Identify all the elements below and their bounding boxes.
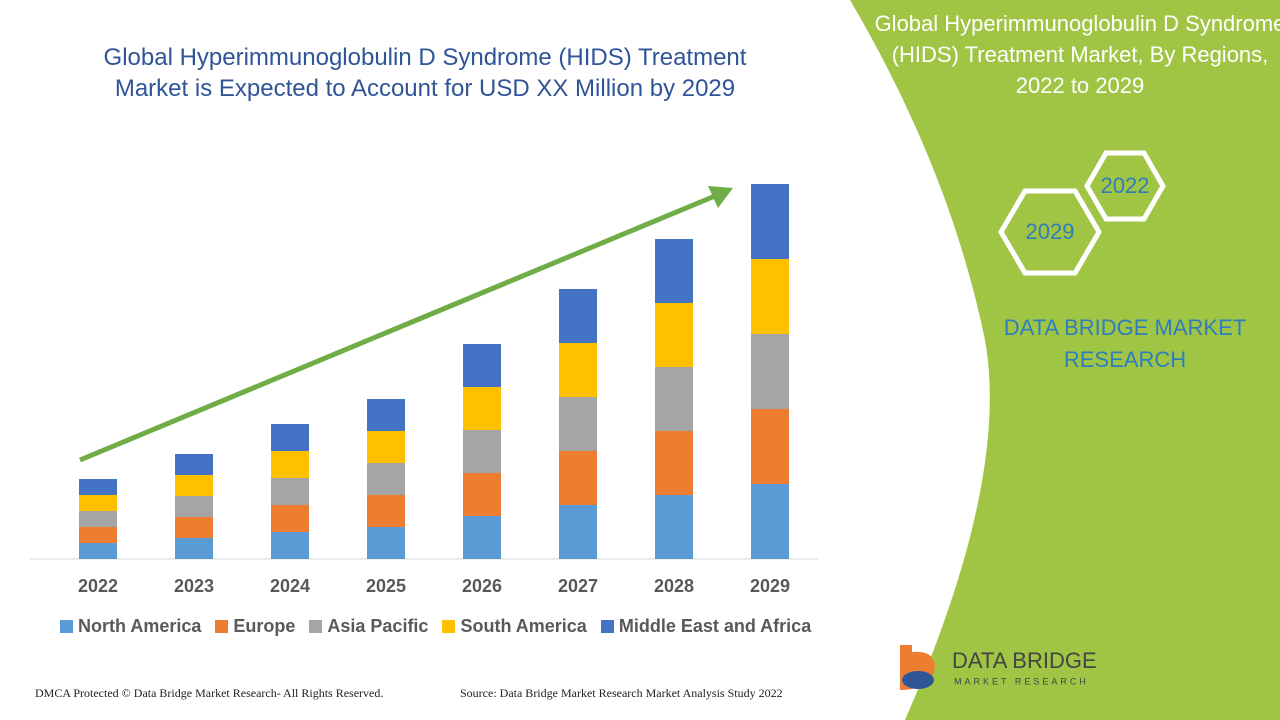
bar-segment	[559, 289, 597, 343]
bar-segment	[271, 451, 309, 478]
footer-dmca: DMCA Protected © Data Bridge Market Rese…	[35, 686, 384, 700]
x-tick-label: 2025	[366, 576, 406, 596]
legend-item: North America	[60, 616, 201, 637]
logo-tagline: MARKET RESEARCH	[954, 676, 1089, 686]
legend-label: Middle East and Africa	[618, 616, 812, 636]
bar-segment	[367, 527, 405, 559]
bar-segment	[79, 495, 117, 511]
bar-segment	[175, 475, 213, 496]
hexagon	[998, 188, 1102, 276]
legend-label: North America	[78, 616, 202, 636]
bar-segment	[463, 344, 501, 387]
x-tick-label: 2029	[750, 576, 790, 596]
bar-segment	[655, 303, 693, 367]
bar-segment	[751, 409, 789, 484]
brand: DATA BRIDGE MARKET RESEARCH	[1003, 315, 1247, 372]
x-tick-label: 2028	[654, 576, 694, 596]
bar-segment	[559, 343, 597, 397]
legend-label: Europe	[233, 616, 296, 636]
bar-segment	[751, 259, 789, 334]
bar-segment	[367, 463, 405, 495]
bar-segment	[463, 387, 501, 430]
logo-name: DATA BRIDGE	[952, 648, 1097, 673]
legend-item: South America	[442, 616, 587, 637]
legend-swatch	[600, 620, 614, 633]
x-tick-label: 2027	[558, 576, 598, 596]
green-panel	[850, 0, 1280, 720]
bar-segment	[79, 511, 117, 527]
bar-segment	[655, 239, 693, 303]
bar-segment	[175, 496, 213, 517]
bar-segment	[367, 431, 405, 463]
legend-label: Asia Pacific	[327, 616, 429, 636]
arrow-head	[708, 186, 733, 208]
hexagon-label: 2022	[1101, 173, 1150, 198]
bar-segment	[175, 538, 213, 559]
bar-segment	[79, 479, 117, 495]
bar-segment	[271, 478, 309, 505]
bar-segment	[655, 431, 693, 495]
bar-segment	[751, 334, 789, 409]
x-tick-label: 2024	[270, 576, 310, 596]
bar-segment	[751, 484, 789, 559]
bar-segment	[367, 495, 405, 527]
legend-item: Middle East and Africa	[600, 616, 812, 637]
bar-segment	[463, 516, 501, 559]
bars: 2022 2023 2024 2025 2026 2027 2028 2029	[78, 184, 790, 596]
hexagon	[1084, 150, 1166, 222]
bar-segment	[271, 532, 309, 559]
bar-segment	[463, 473, 501, 516]
bar-segment	[559, 397, 597, 451]
legend: North America Europe Asia Pacific South Ame…	[60, 616, 811, 637]
trend-arrow	[79, 193, 716, 463]
bar-segment	[271, 505, 309, 532]
bar-segment	[751, 184, 789, 259]
legend-item: Asia Pacific	[309, 616, 428, 637]
bar-segment	[367, 399, 405, 431]
footer-source: Source: Data Bridge Market Research Mark…	[460, 686, 783, 700]
legend-swatch	[442, 620, 456, 633]
x-tick-label: 2022	[78, 576, 118, 596]
hexagon-label: 2029	[1026, 219, 1075, 244]
bar-segment	[79, 527, 117, 543]
bar-segment	[559, 451, 597, 505]
bar-segment	[175, 517, 213, 538]
legend-swatch	[309, 620, 323, 633]
legend-item: Europe	[215, 616, 295, 637]
chart-title: Global Hyperimmunoglobulin D Syndrome (H…	[103, 44, 747, 102]
bar-segment	[655, 495, 693, 559]
bar-segment	[559, 505, 597, 559]
x-tick-label: 2023	[174, 576, 214, 596]
bar-segment	[175, 454, 213, 475]
panel-title: Global Hyperimmunoglobulin D Syndrome (H…	[874, 11, 1280, 98]
legend-swatch	[215, 620, 229, 633]
bar-segment	[463, 430, 501, 473]
bar-segment	[655, 367, 693, 431]
logo-mark	[902, 671, 934, 689]
legend-label: South America	[460, 616, 587, 636]
x-tick-label: 2026	[462, 576, 502, 596]
legend-swatch	[60, 620, 73, 633]
bar-segment	[79, 543, 117, 559]
bar-segment	[271, 424, 309, 451]
